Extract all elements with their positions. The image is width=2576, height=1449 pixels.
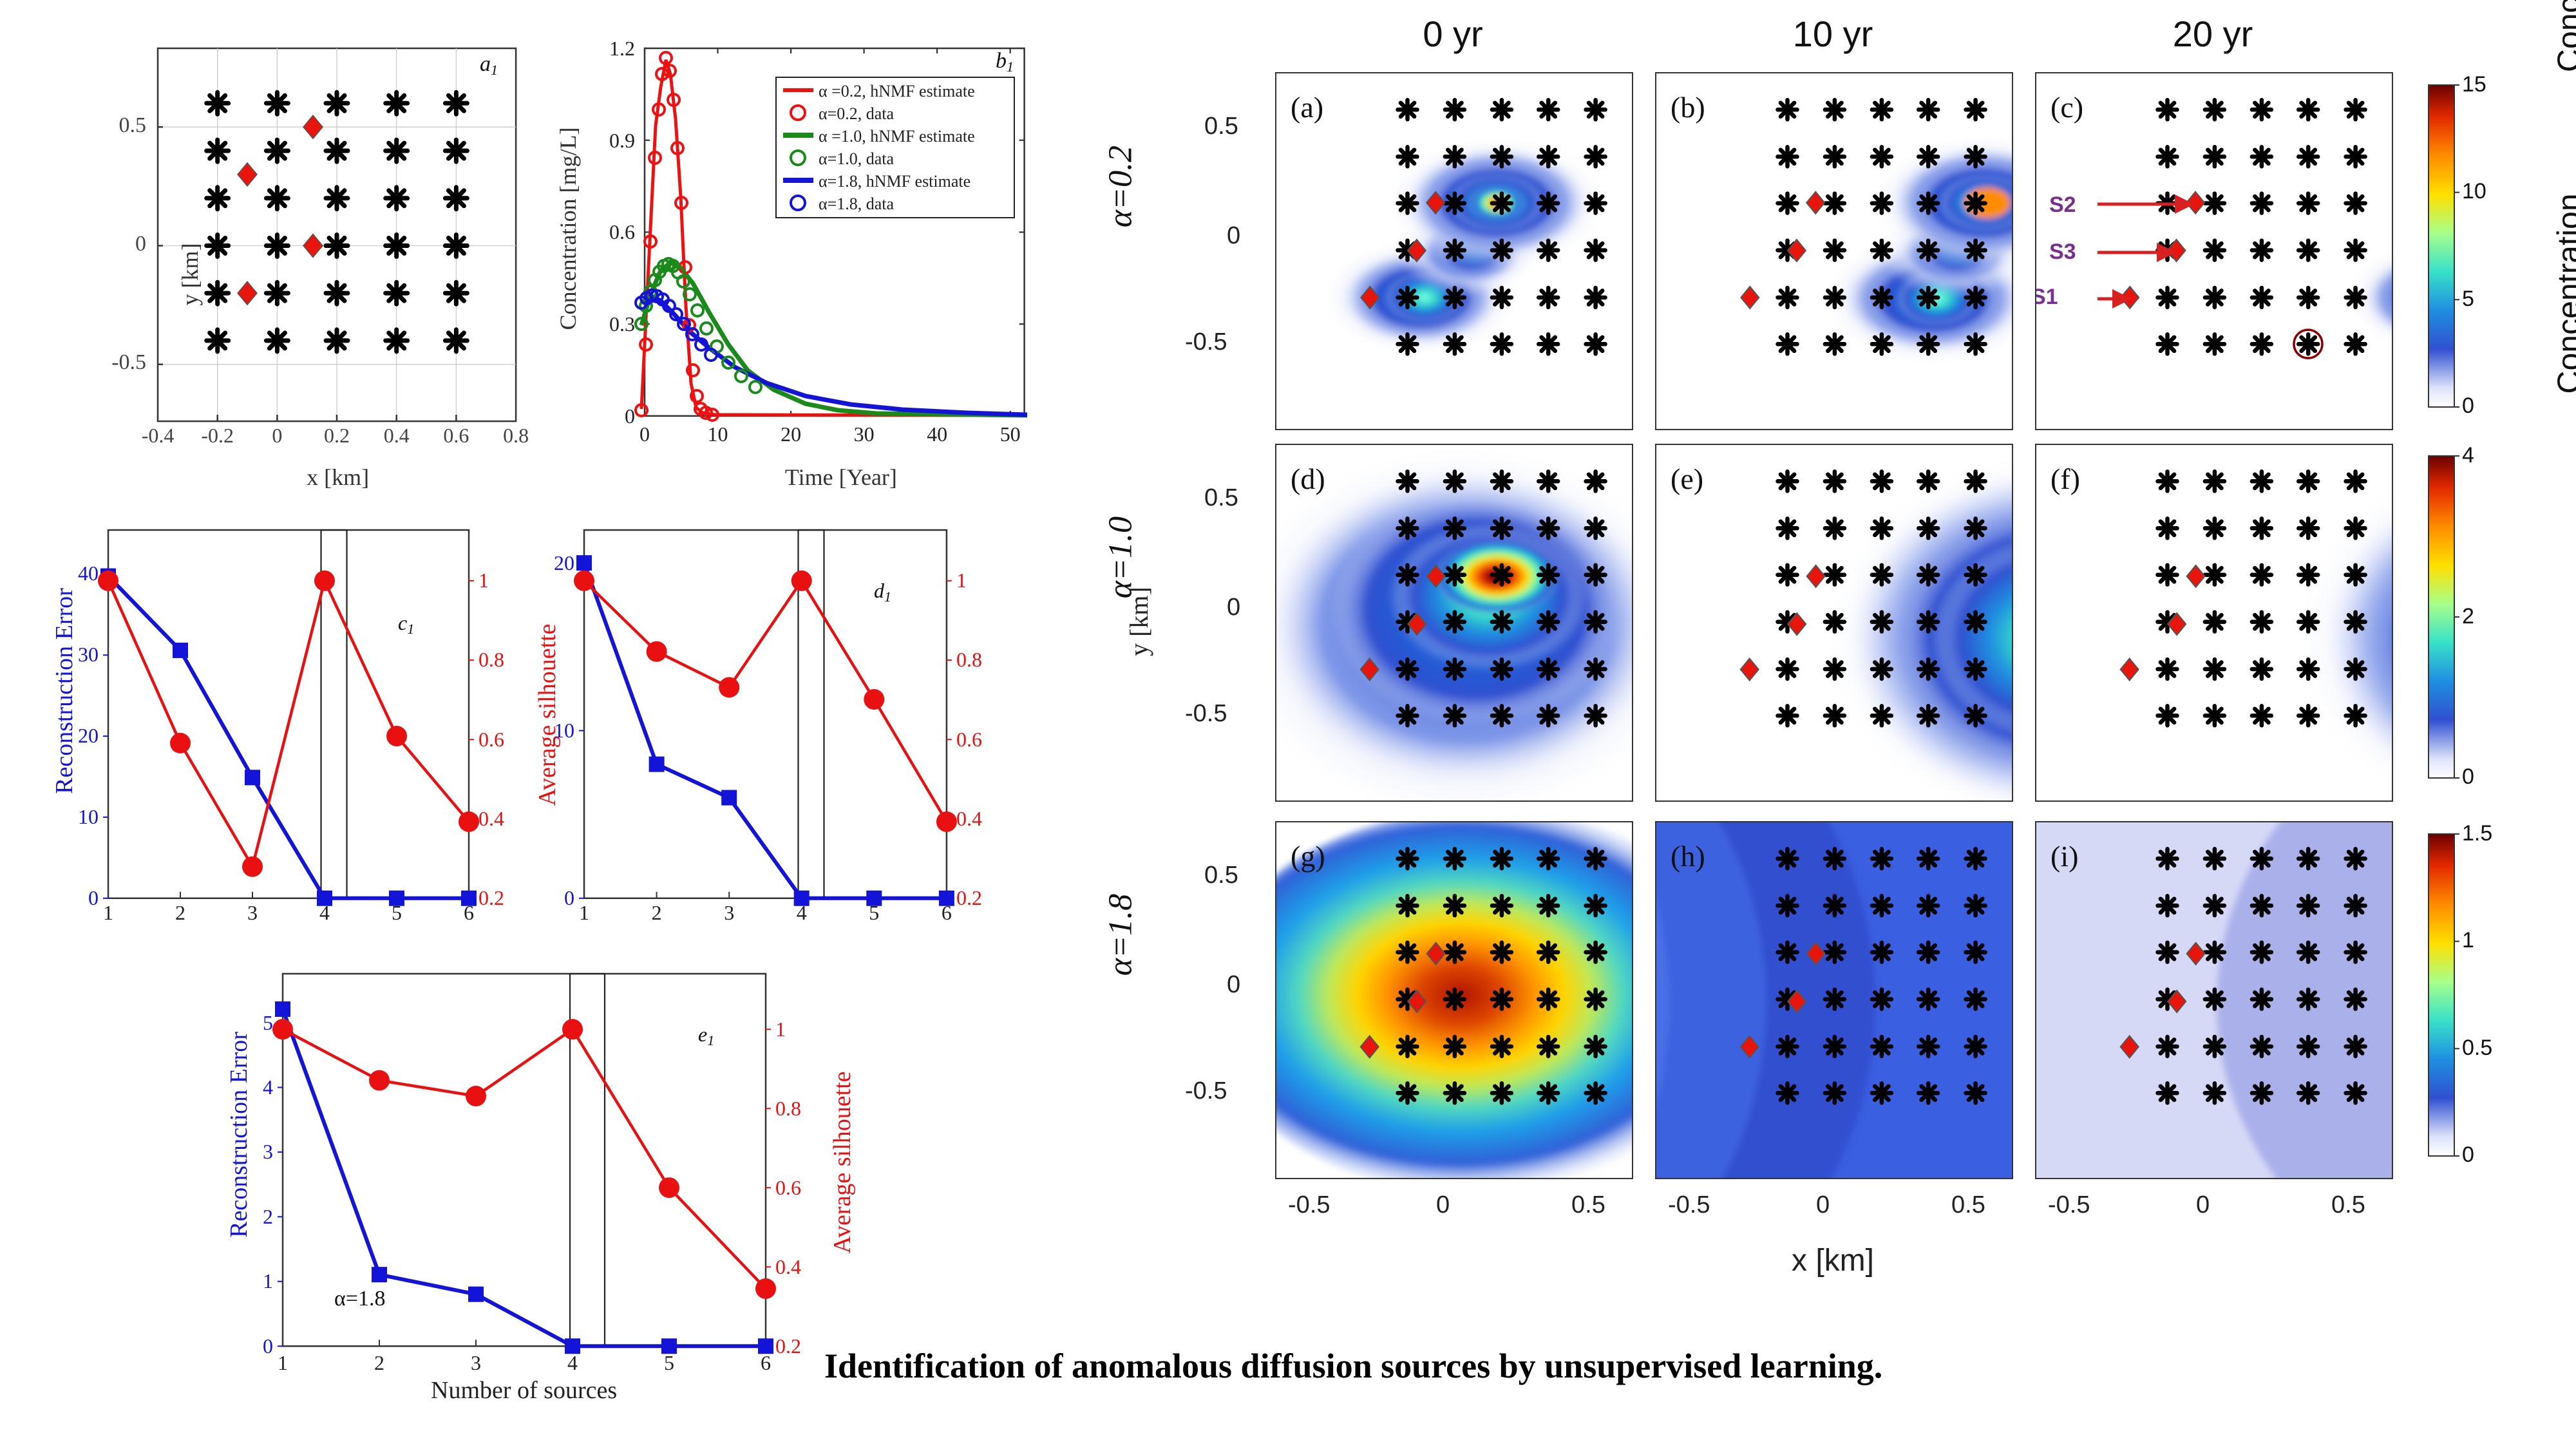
svg-text:α=1.8: α=1.8	[334, 1287, 385, 1311]
svg-text:3: 3	[263, 1140, 273, 1163]
svg-text:1: 1	[278, 1351, 288, 1374]
svg-text:5: 5	[2462, 287, 2474, 311]
svg-text:1: 1	[103, 901, 113, 924]
svg-text:3: 3	[247, 901, 258, 924]
svg-text:40: 40	[927, 422, 947, 446]
svg-text:0.2: 0.2	[956, 886, 982, 909]
svg-text:0.5: 0.5	[2462, 1036, 2492, 1060]
svg-text:(i): (i)	[2050, 840, 2078, 873]
svg-text:0.6: 0.6	[443, 424, 469, 447]
svg-text:e1: e1	[698, 1023, 714, 1048]
svg-text:(a): (a)	[1291, 91, 1323, 124]
svg-text:(b): (b)	[1671, 91, 1705, 124]
svg-text:α=1.0, data: α=1.0, data	[819, 149, 894, 168]
svg-text:b1: b1	[996, 49, 1014, 75]
svg-text:S3: S3	[2049, 240, 2076, 264]
svg-text:2: 2	[651, 901, 661, 924]
svg-text:4: 4	[2462, 443, 2474, 468]
svg-text:3: 3	[724, 901, 734, 924]
svg-text:15: 15	[2462, 72, 2486, 97]
svg-text:20: 20	[781, 422, 801, 446]
svg-text:10: 10	[707, 422, 728, 446]
svg-text:5: 5	[664, 1351, 674, 1374]
svg-text:1: 1	[579, 901, 589, 924]
svg-text:3: 3	[471, 1351, 481, 1374]
svg-text:S2: S2	[2049, 193, 2076, 217]
svg-text:-0.2: -0.2	[201, 424, 234, 447]
svg-text:0.2: 0.2	[775, 1334, 801, 1358]
svg-text:2: 2	[263, 1205, 273, 1228]
svg-text:d1: d1	[874, 579, 891, 605]
svg-text:0.8: 0.8	[503, 424, 529, 447]
svg-text:0.4: 0.4	[478, 807, 504, 830]
svg-text:30: 30	[78, 643, 99, 666]
svg-text:1: 1	[2462, 928, 2474, 952]
svg-text:4: 4	[263, 1075, 273, 1099]
svg-text:0: 0	[564, 886, 574, 909]
svg-text:0: 0	[2462, 393, 2474, 418]
svg-text:0.5: 0.5	[118, 113, 146, 137]
svg-text:5: 5	[263, 1011, 273, 1034]
svg-text:1: 1	[956, 569, 967, 592]
svg-text:1: 1	[478, 569, 489, 592]
svg-text:1: 1	[775, 1018, 786, 1041]
svg-text:0: 0	[625, 404, 635, 428]
svg-text:a1: a1	[480, 52, 498, 78]
svg-text:0.8: 0.8	[478, 648, 504, 671]
svg-text:(e): (e)	[1671, 462, 1703, 495]
svg-text:0.3: 0.3	[609, 312, 635, 336]
svg-text:(d): (d)	[1291, 462, 1325, 495]
svg-text:(f): (f)	[2050, 462, 2080, 495]
svg-text:4: 4	[567, 1351, 578, 1374]
svg-text:0.8: 0.8	[956, 648, 982, 671]
svg-text:α=0.2, data: α=0.2, data	[819, 104, 894, 123]
svg-text:0.2: 0.2	[324, 424, 350, 447]
svg-text:0.4: 0.4	[383, 424, 409, 447]
svg-text:20: 20	[78, 724, 99, 747]
svg-text:2: 2	[374, 1351, 384, 1374]
svg-text:1: 1	[263, 1269, 273, 1293]
svg-text:0.4: 0.4	[956, 807, 982, 830]
svg-text:1.2: 1.2	[609, 37, 635, 60]
svg-text:0.2: 0.2	[478, 886, 504, 909]
svg-text:0: 0	[135, 232, 146, 256]
svg-text:(c): (c)	[2050, 91, 2083, 124]
svg-text:S1: S1	[2036, 285, 2058, 309]
svg-text:0: 0	[88, 886, 99, 909]
svg-text:6: 6	[761, 1351, 771, 1374]
svg-text:α =0.2, hNMF estimate: α =0.2, hNMF estimate	[819, 82, 975, 100]
svg-text:α =1.0, hNMF estimate: α =1.0, hNMF estimate	[819, 127, 975, 146]
svg-text:0.8: 0.8	[775, 1097, 801, 1120]
svg-text:1.5: 1.5	[2462, 821, 2492, 846]
svg-text:c1: c1	[398, 611, 414, 637]
svg-text:10: 10	[554, 719, 574, 742]
svg-text:0.6: 0.6	[478, 728, 504, 751]
svg-text:40: 40	[78, 562, 99, 585]
svg-text:0: 0	[639, 422, 650, 446]
svg-text:0.6: 0.6	[609, 220, 635, 243]
svg-text:0: 0	[2462, 764, 2474, 789]
svg-text:0.9: 0.9	[609, 129, 635, 152]
svg-text:0.6: 0.6	[775, 1176, 801, 1199]
svg-text:α=1.8, data: α=1.8, data	[819, 194, 894, 213]
svg-text:α=1.8, hNMF estimate: α=1.8, hNMF estimate	[819, 172, 971, 191]
svg-text:50: 50	[1000, 422, 1021, 446]
svg-text:(g): (g)	[1291, 840, 1325, 873]
svg-text:-0.5: -0.5	[111, 350, 146, 374]
svg-text:10: 10	[78, 805, 99, 828]
svg-text:-0.4: -0.4	[141, 424, 174, 447]
svg-text:0.4: 0.4	[775, 1255, 801, 1278]
svg-text:2: 2	[2462, 604, 2474, 629]
svg-text:2: 2	[175, 901, 185, 924]
svg-text:10: 10	[2462, 179, 2486, 204]
svg-text:20: 20	[554, 551, 574, 574]
svg-text:0.6: 0.6	[956, 728, 982, 751]
svg-text:30: 30	[853, 422, 874, 446]
svg-text:0: 0	[272, 424, 282, 447]
svg-text:0: 0	[263, 1334, 273, 1358]
svg-text:(h): (h)	[1671, 840, 1705, 873]
svg-text:0: 0	[2462, 1142, 2474, 1167]
